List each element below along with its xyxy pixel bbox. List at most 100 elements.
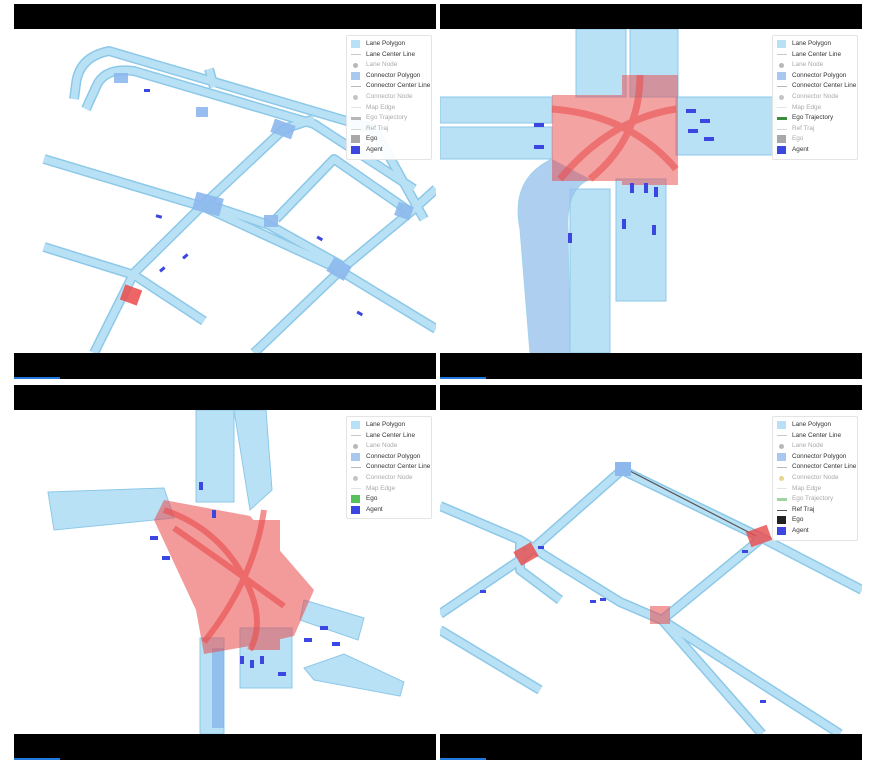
legend-item[interactable]: Lane Center Line [351, 431, 427, 442]
legend-label: Lane Node [366, 61, 398, 69]
legend-item[interactable]: Connector Node [351, 92, 427, 103]
playback-progress-bar[interactable] [14, 377, 60, 379]
legend-item[interactable]: Ego Trajectory [351, 113, 427, 124]
legend-item[interactable]: Ref Traj [351, 124, 427, 135]
legend-item[interactable]: Lane Polygon [351, 39, 427, 50]
legend-label: Agent [792, 146, 809, 154]
legend-dot-icon [777, 61, 788, 70]
legend-label: Agent [366, 146, 383, 154]
map-view[interactable]: Lane Polygon Lane Center Line Lane Node Con… [440, 410, 862, 734]
legend-dot-icon [351, 474, 362, 483]
legend-swatch-icon [351, 505, 362, 515]
legend-item[interactable]: Lane Node [777, 441, 853, 452]
legend-item[interactable]: Map Edge [777, 103, 853, 114]
legend-swatch-icon [777, 71, 788, 81]
legend-item[interactable]: Ref Traj [777, 124, 853, 135]
legend-dot-icon [777, 474, 788, 483]
legend-item[interactable]: Connector Center Line [777, 81, 857, 92]
map-legend: Lane Polygon Lane Center Line Lane Node Con… [772, 35, 858, 160]
playback-progress-bar[interactable] [440, 758, 486, 760]
legend-item[interactable]: Connector Polygon [351, 71, 427, 82]
playback-progress-bar[interactable] [440, 377, 486, 379]
legend-item[interactable]: Lane Center Line [351, 50, 427, 61]
map-legend: Lane Polygon Lane Center Line Lane Node Con… [346, 35, 432, 160]
legend-item[interactable]: Map Edge [777, 484, 853, 495]
legend-label: Map Edge [366, 103, 396, 111]
legend-item[interactable]: Agent [777, 526, 853, 537]
legend-item[interactable]: Agent [351, 145, 427, 156]
map-canvas [42, 46, 436, 353]
legend-swatch-icon [351, 452, 362, 462]
legend-swatch-icon [351, 494, 362, 504]
legend-item[interactable]: Connector Polygon [777, 71, 853, 82]
legend-line-icon [351, 463, 362, 472]
legend-label: Lane Polygon [792, 40, 832, 48]
legend-item[interactable]: Agent [777, 145, 853, 156]
legend-item[interactable]: Lane Polygon [777, 420, 853, 431]
legend-label: Map Edge [792, 103, 822, 111]
legend-item[interactable]: Ego Trajectory [777, 494, 853, 505]
map-canvas [440, 29, 777, 353]
legend-item[interactable]: Ego Trajectory [777, 113, 853, 124]
legend-label: Lane Polygon [366, 421, 406, 429]
legend-swatch-icon [351, 145, 362, 155]
legend-item[interactable]: Connector Node [777, 92, 853, 103]
legend-swatch-icon [351, 71, 362, 81]
legend-label: Connector Center Line [792, 463, 857, 471]
playback-progress-bar[interactable] [14, 758, 60, 760]
legend-label: Connector Node [366, 93, 413, 101]
legend-item[interactable]: Lane Polygon [777, 39, 853, 50]
legend-swatch-icon [777, 420, 788, 430]
legend-item[interactable]: Lane Center Line [777, 431, 853, 442]
legend-label: Lane Polygon [792, 421, 832, 429]
legend-item[interactable]: Map Edge [351, 484, 427, 495]
legend-label: Ref Traj [792, 505, 815, 513]
legend-item[interactable]: Connector Polygon [777, 452, 853, 463]
legend-item[interactable]: Lane Node [777, 60, 853, 71]
legend-item[interactable]: Lane Node [351, 60, 427, 71]
legend-item[interactable]: Connector Center Line [777, 462, 857, 473]
legend-item[interactable]: Ref Traj [777, 505, 853, 516]
legend-label: Agent [366, 505, 383, 513]
legend-item[interactable]: Connector Center Line [351, 462, 430, 473]
map-view[interactable]: Lane Polygon Lane Center Line Lane Node Con… [440, 29, 862, 353]
map-view[interactable]: Lane Polygon Lane Center Line Lane Node Con… [14, 410, 436, 734]
legend-label: Connector Polygon [792, 71, 847, 79]
legend-item[interactable]: Ego [777, 134, 853, 145]
legend-line-icon [777, 506, 788, 515]
legend-item[interactable]: Ego [777, 515, 853, 526]
legend-label: Lane Center Line [366, 431, 416, 439]
map-view[interactable]: Lane Polygon Lane Center Line Lane Node Con… [14, 29, 436, 353]
legend-item[interactable]: Lane Node [351, 441, 427, 452]
legend-dot-icon [351, 442, 362, 451]
legend-item[interactable]: Connector Node [351, 473, 427, 484]
legend-item[interactable]: Connector Node [777, 473, 853, 484]
map-panel-4: Lane Polygon Lane Center Line Lane Node Con… [440, 385, 862, 760]
legend-label: Connector Polygon [366, 452, 421, 460]
legend-label: Lane Node [792, 442, 824, 450]
legend-item[interactable]: Map Edge [351, 103, 427, 114]
legend-label: Lane Node [792, 61, 824, 69]
legend-swatch-icon [777, 452, 788, 462]
legend-item[interactable]: Connector Polygon [351, 452, 427, 463]
map-legend: Lane Polygon Lane Center Line Lane Node Con… [346, 416, 432, 520]
legend-label: Lane Center Line [366, 50, 416, 58]
legend-label: Lane Center Line [792, 431, 842, 439]
legend-item[interactable]: Lane Polygon [351, 420, 427, 431]
legend-thick-icon [777, 495, 788, 504]
legend-label: Ref Traj [366, 124, 389, 132]
legend-item[interactable]: Agent [351, 505, 427, 516]
legend-item[interactable]: Lane Center Line [777, 50, 853, 61]
legend-swatch-icon [351, 135, 362, 144]
legend-item[interactable]: Ego [351, 494, 427, 505]
legend-label: Map Edge [792, 484, 822, 492]
legend-line-icon [351, 125, 362, 134]
legend-label: Lane Node [366, 442, 398, 450]
legend-item[interactable]: Ego [351, 134, 427, 145]
legend-label: Ego [366, 135, 378, 143]
legend-label: Ref Traj [792, 124, 815, 132]
legend-label: Connector Center Line [792, 82, 857, 90]
map-panel-2: Lane Polygon Lane Center Line Lane Node Con… [440, 4, 862, 379]
legend-item[interactable]: Connector Center Line [351, 81, 430, 92]
legend-label: Lane Polygon [366, 40, 406, 48]
